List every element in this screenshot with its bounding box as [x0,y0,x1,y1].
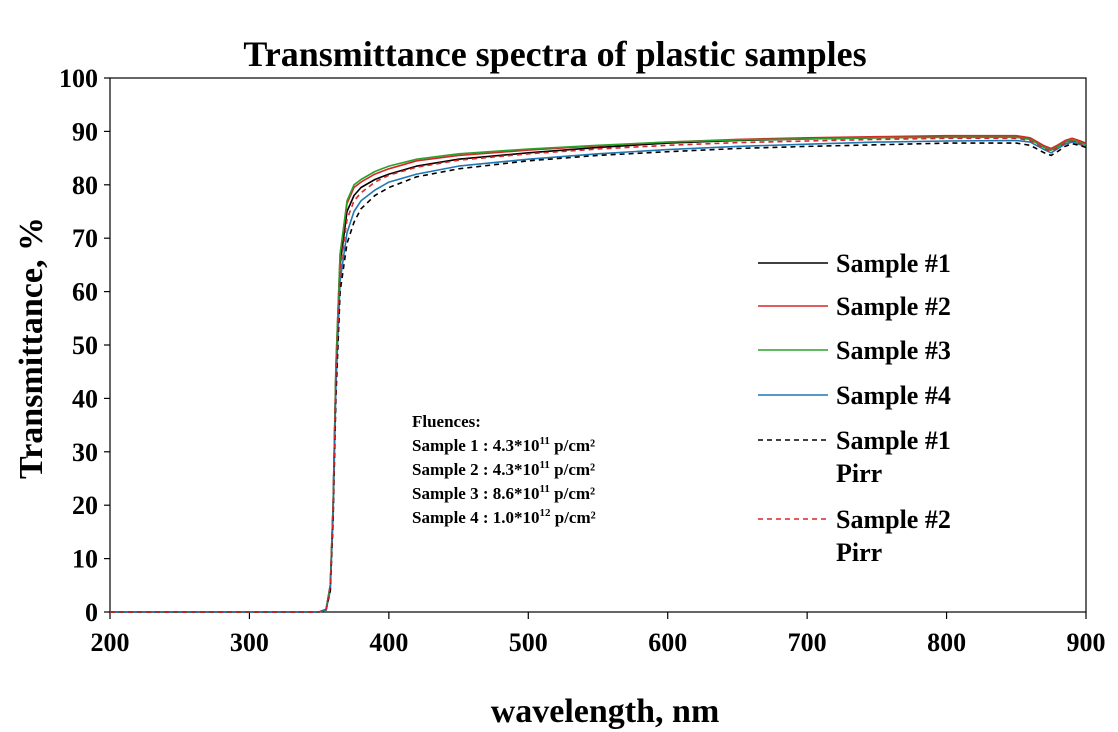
x-tick-label: 200 [91,628,130,657]
x-tick-label: 800 [927,628,966,657]
fluence-annotation: Fluences: Sample 1 : 4.3*1011 p/cm²Sampl… [412,412,596,527]
fluence-unit: p/cm² [550,484,595,503]
legend-label: Sample #1 [836,426,951,455]
x-tick-label: 300 [230,628,269,657]
y-tick-label: 80 [72,171,98,200]
series-line-3 [110,136,1087,613]
fluence-value: 4.3*10 [493,436,540,455]
legend-label: Sample #4 [836,381,951,410]
y-tick-label: 40 [72,384,98,413]
legend-label: Sample #2 [836,292,951,321]
series-line-4 [110,139,1087,613]
y-tick-label: 70 [72,224,98,253]
y-tick-label: 100 [59,64,98,93]
x-tick-label: 900 [1067,628,1106,657]
y-tick-label: 30 [72,438,98,467]
chart-title: Transmittance spectra of plastic samples [243,34,866,74]
legend: Sample #1 Sample #2 Sample #3 Sample #4 Samp… [758,249,951,567]
legend-label: Sample #1 [836,249,951,278]
x-tick-label: 700 [788,628,827,657]
x-tick-label: 400 [369,628,408,657]
y-tick-label: 60 [72,278,98,307]
series-line-6 [110,137,1087,613]
fluence-sample-label: Sample 4 : [412,508,493,527]
fluence-sample-label: Sample 2 : [412,460,493,479]
fluence-line: Sample 3 : 8.6*1011 p/cm² [412,483,595,503]
annotation-heading: Fluences: [412,412,481,431]
legend-label: Pirr [836,459,882,488]
series-line-5 [110,142,1087,613]
x-axis: 200 300 400 500 600 700 800 900 [91,612,1106,657]
fluence-line: Sample 2 : 4.3*1011 p/cm² [412,459,595,479]
legend-label: Sample #2 [836,505,951,534]
x-axis-label: wavelength, nm [491,693,720,730]
fluence-exponent: 11 [540,435,550,447]
fluence-value: 8.6*10 [493,484,540,503]
y-tick-label: 20 [72,491,98,520]
fluence-value: 1.0*10 [493,508,540,527]
fluence-sample-label: Sample 1 : [412,436,493,455]
fluence-unit: p/cm² [550,436,595,455]
fluence-sample-label: Sample 3 : [412,484,493,503]
fluence-line: Sample 1 : 4.3*1011 p/cm² [412,435,595,455]
fluence-exponent: 12 [540,507,552,519]
y-tick-label: 90 [72,117,98,146]
x-tick-label: 600 [648,628,687,657]
series-layer [110,134,1087,613]
y-tick-label: 0 [85,598,98,627]
fluence-unit: p/cm² [551,508,596,527]
legend-label: Sample #3 [836,336,951,365]
fluence-value: 4.3*10 [493,460,540,479]
y-axis: 0 10 20 30 40 50 60 70 80 90 100 [59,64,110,627]
fluence-exponent: 11 [540,483,550,495]
fluence-line: Sample 4 : 1.0*1012 p/cm² [412,507,596,527]
legend-label: Pirr [836,538,882,567]
y-tick-label: 50 [72,331,98,360]
series-line-2 [110,134,1087,613]
fluence-unit: p/cm² [550,460,595,479]
y-tick-label: 10 [72,545,98,574]
y-axis-label: Transmittance, % [13,217,50,479]
x-tick-label: 500 [509,628,548,657]
fluence-exponent: 11 [540,459,550,471]
series-line-1 [110,135,1087,613]
